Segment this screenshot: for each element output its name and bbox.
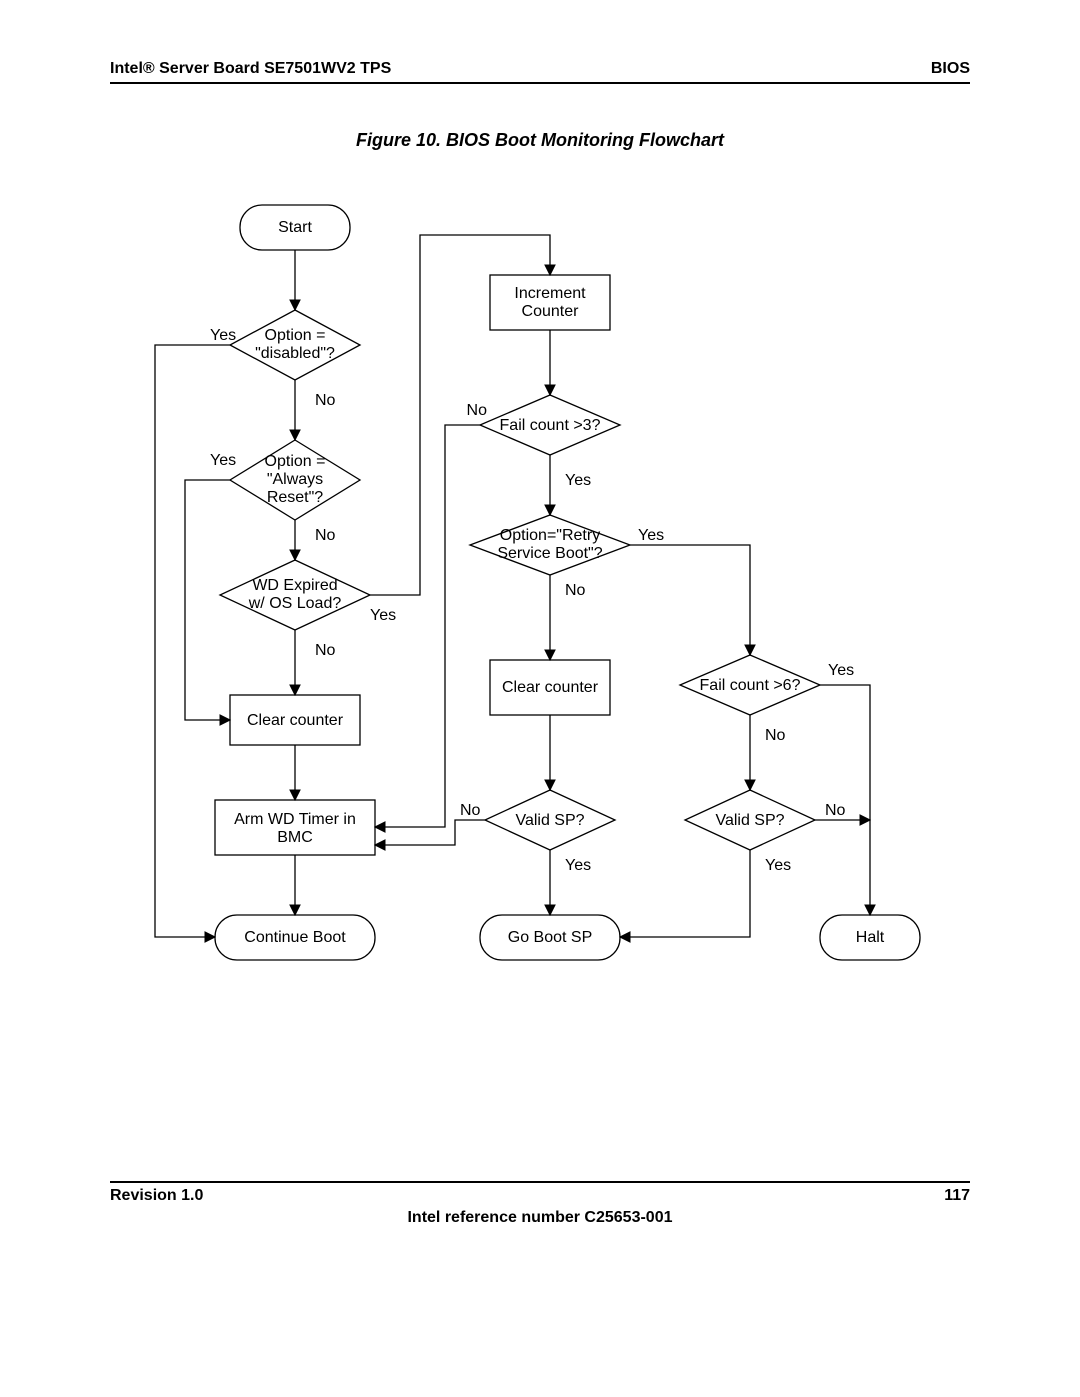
node-always-l2: "Always xyxy=(267,471,323,488)
node-wd-l2: w/ OS Load? xyxy=(248,595,342,612)
node-wd-l1: WD Expired xyxy=(252,577,337,594)
node-disabled-l1: Option = xyxy=(265,327,326,344)
lbl-yes-8: Yes xyxy=(765,857,791,874)
node-always-l3: Reset"? xyxy=(267,489,323,506)
lbl-yes-3: Yes xyxy=(370,607,396,624)
node-fc6: Fail count >6? xyxy=(700,677,801,694)
node-clear1: Clear counter xyxy=(247,712,344,729)
footer-left: Revision 1.0 xyxy=(110,1187,203,1205)
lbl-no-1: No xyxy=(315,392,336,409)
lbl-yes-5: Yes xyxy=(638,527,664,544)
lbl-no-5: No xyxy=(565,582,586,599)
node-fc3: Fail count >3? xyxy=(500,417,601,434)
node-always-l1: Option = xyxy=(265,453,326,470)
node-inc-l1: Increment xyxy=(514,285,586,302)
header-left: Intel® Server Board SE7501WV2 TPS xyxy=(110,60,391,78)
node-arm-l2: BMC xyxy=(277,829,313,846)
node-go: Go Boot SP xyxy=(508,929,593,946)
lbl-yes-7: Yes xyxy=(828,662,854,679)
node-sp1: Valid SP? xyxy=(515,812,584,829)
lbl-no-8: No xyxy=(825,802,846,819)
lbl-no-4: No xyxy=(467,402,488,419)
node-disabled-l2: "disabled"? xyxy=(255,345,335,362)
lbl-yes-1: Yes xyxy=(210,327,236,344)
lbl-no-6: No xyxy=(460,802,481,819)
node-retry-l1: Option="Retry xyxy=(500,527,600,544)
lbl-no-7: No xyxy=(765,727,786,744)
lbl-no-3: No xyxy=(315,642,336,659)
lbl-yes-2: Yes xyxy=(210,452,236,469)
lbl-yes-6: Yes xyxy=(565,857,591,874)
node-start: Start xyxy=(278,219,312,236)
lbl-yes-4: Yes xyxy=(565,472,591,489)
footer-ref: Intel reference number C25653-001 xyxy=(110,1209,970,1227)
node-clear2: Clear counter xyxy=(502,679,599,696)
node-sp2: Valid SP? xyxy=(715,812,784,829)
lbl-no-2: No xyxy=(315,527,336,544)
figure-caption: Figure 10. BIOS Boot Monitoring Flowchar… xyxy=(0,130,1080,151)
node-arm-l1: Arm WD Timer in xyxy=(234,811,356,828)
node-retry-l2: Service Boot"? xyxy=(497,545,602,562)
node-cont: Continue Boot xyxy=(244,929,346,946)
node-halt: Halt xyxy=(856,929,885,946)
node-inc-l2: Counter xyxy=(522,303,580,320)
header-right: BIOS xyxy=(931,60,970,78)
flowchart: Start Option = "disabled"? Option = "Alw… xyxy=(100,190,980,1010)
footer-right: 117 xyxy=(944,1187,970,1205)
